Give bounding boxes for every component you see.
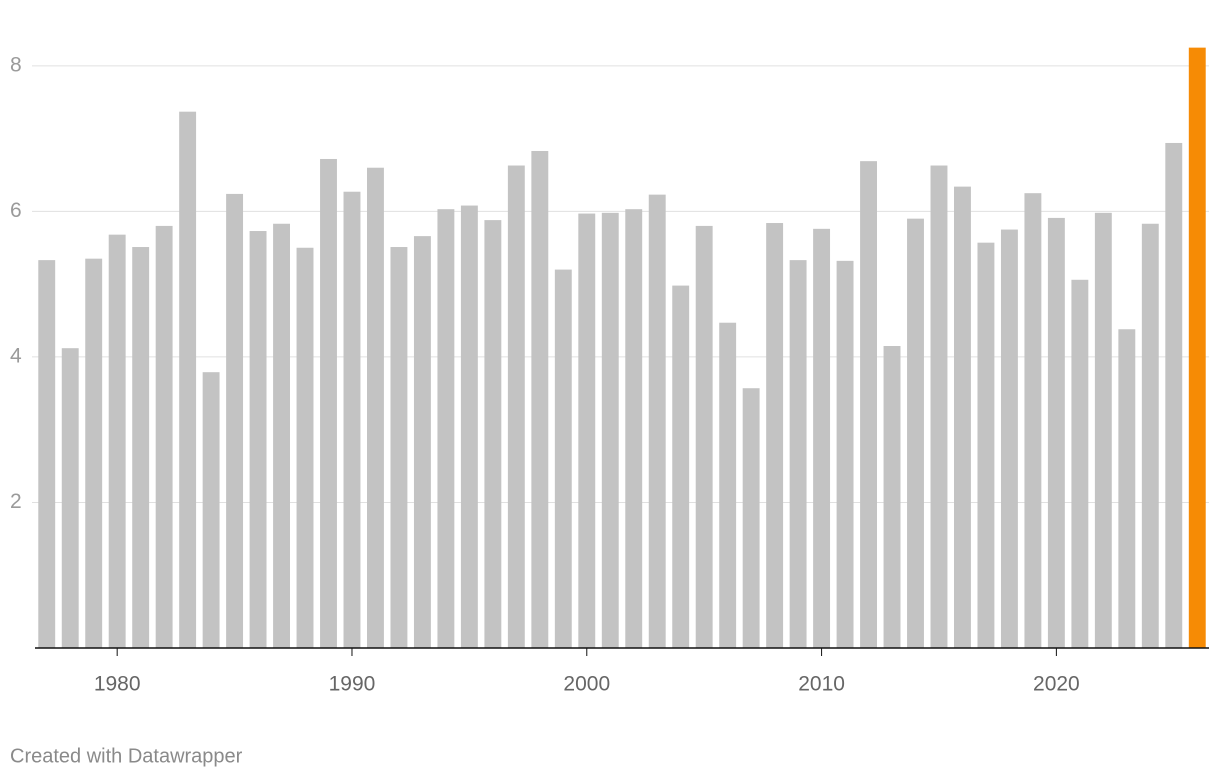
bar [1000, 229, 1018, 648]
bar [1165, 142, 1183, 648]
bar [601, 212, 619, 648]
bar [320, 158, 337, 648]
bar [460, 205, 478, 648]
bar [155, 225, 173, 648]
x-tick-label: 2000 [563, 673, 610, 696]
y-tick-label: 2 [10, 490, 22, 513]
bar [672, 285, 690, 648]
bar [907, 218, 924, 648]
bar [413, 236, 431, 648]
bar [719, 322, 737, 648]
y-tick-label: 8 [10, 53, 22, 76]
bar [1094, 212, 1112, 648]
bar [484, 220, 502, 648]
bar [507, 165, 525, 648]
bar [1188, 47, 1206, 649]
bar [977, 242, 995, 649]
bar [578, 213, 596, 648]
x-tick-label: 1990 [329, 673, 376, 696]
bar [766, 223, 784, 649]
bar [648, 194, 666, 648]
bar [61, 348, 79, 648]
bar [742, 388, 760, 648]
bar [85, 258, 103, 648]
bar [1141, 223, 1159, 649]
bar [179, 111, 197, 648]
bar [1024, 193, 1042, 648]
bar [367, 167, 384, 648]
bar [1118, 329, 1136, 648]
bar [273, 223, 290, 649]
bar [930, 165, 948, 648]
bar [883, 346, 901, 648]
bar [249, 231, 267, 649]
bar [1071, 279, 1089, 648]
bar [531, 150, 549, 648]
bar [860, 161, 877, 649]
bar [437, 209, 455, 648]
y-tick-label: 4 [10, 344, 22, 367]
bar [226, 193, 244, 648]
bar [132, 247, 150, 649]
y-tick-label: 6 [10, 199, 22, 222]
bar [1047, 217, 1065, 648]
x-tick-label: 1980 [94, 673, 141, 696]
bar [625, 209, 643, 648]
bar [836, 260, 854, 648]
bar [789, 260, 807, 648]
bar [296, 247, 314, 648]
bar [202, 372, 220, 648]
bar [343, 191, 361, 649]
bar [954, 186, 971, 648]
x-tick-label: 2020 [1033, 673, 1080, 696]
bar [38, 260, 56, 648]
x-tick-label: 2010 [798, 673, 845, 696]
bar [390, 247, 408, 649]
bar [695, 225, 713, 648]
bar [813, 228, 831, 648]
credit: Created with Datawrapper [10, 745, 243, 767]
bar [554, 269, 572, 648]
bar [108, 234, 126, 648]
